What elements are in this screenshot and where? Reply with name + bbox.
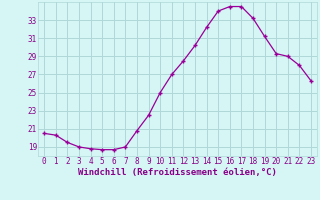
X-axis label: Windchill (Refroidissement éolien,°C): Windchill (Refroidissement éolien,°C) bbox=[78, 168, 277, 177]
